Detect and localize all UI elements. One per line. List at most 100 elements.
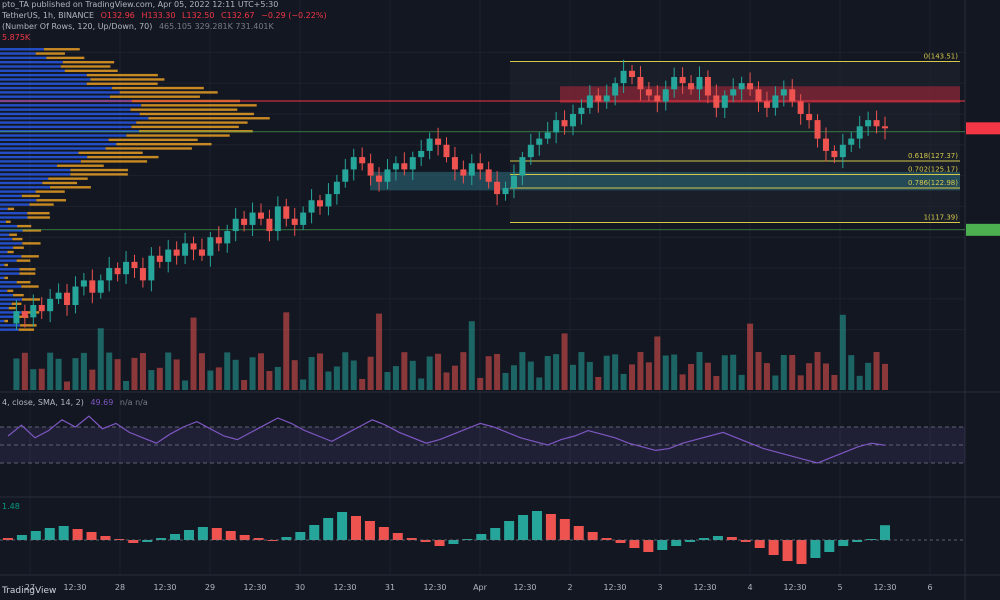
volume-bar — [865, 362, 872, 390]
volume-bar — [64, 381, 71, 390]
candle-body — [190, 243, 197, 250]
volume-bar — [738, 374, 745, 390]
support-zone — [370, 171, 960, 191]
candle-body — [662, 89, 669, 102]
volume-bar — [165, 352, 172, 390]
profile-bar-down — [21, 255, 39, 258]
volume-bar — [38, 368, 45, 390]
volume-label: 5.875K — [2, 33, 31, 42]
profile-bar-down — [131, 125, 239, 129]
candle-body — [839, 144, 846, 158]
profile-bar-down — [90, 78, 165, 81]
osc-bar — [100, 536, 111, 540]
profile-bar-down — [21, 298, 40, 301]
rsi-band — [0, 427, 965, 463]
volume-bar — [586, 361, 593, 390]
volume-bar — [123, 380, 130, 390]
candle-body — [367, 163, 374, 176]
vrvp-values: 465.105 329.281K 731.401K — [158, 22, 274, 31]
volume-bar — [544, 355, 551, 390]
profile-bar-up — [0, 95, 110, 98]
candle-body — [139, 268, 146, 281]
profile-bar-down — [9, 233, 17, 236]
x-tick-label: 30 — [295, 583, 305, 592]
profile-bar-down — [4, 276, 8, 280]
support-price-tag — [966, 223, 1000, 236]
volume-bar — [612, 354, 619, 390]
candle-body — [671, 76, 678, 90]
profile-bar-down — [36, 199, 66, 202]
profile-bar-up — [0, 168, 71, 172]
candle-body — [797, 101, 804, 114]
candle-body — [257, 212, 264, 219]
x-tick-label: 12:30 — [783, 583, 806, 592]
rsi-settings: 4, close, SMA, 14, 2) — [2, 398, 84, 407]
volume-bar — [182, 380, 189, 390]
x-tick-label: 12:30 — [873, 583, 896, 592]
profile-bar-down — [13, 246, 24, 249]
profile-bar-down — [139, 112, 254, 116]
volume-bar — [468, 321, 475, 390]
volume-bar — [291, 360, 298, 390]
profile-bar-up — [0, 250, 8, 254]
profile-bar-up — [0, 117, 149, 120]
profile-bar-up — [0, 272, 20, 275]
volume-bar — [80, 352, 87, 390]
candle-body — [283, 206, 290, 219]
osc-bar — [239, 535, 250, 540]
fib-label: 0.786(122.98) — [908, 179, 958, 187]
profile-bar-up — [0, 315, 16, 318]
osc-bar — [142, 540, 153, 542]
candle-body — [747, 83, 754, 90]
osc-bar — [3, 538, 13, 540]
profile-bar-up — [0, 48, 44, 51]
profile-bar-down — [22, 229, 42, 232]
x-tick-label: 6 — [927, 583, 932, 592]
x-tick-label: 12:30 — [603, 583, 626, 592]
osc-bar — [351, 516, 362, 540]
candle-body — [738, 83, 745, 90]
profile-bar-up — [0, 186, 50, 189]
profile-bar-up — [0, 298, 22, 301]
osc-bar — [281, 537, 292, 540]
volume-bar — [780, 355, 787, 390]
profile-bar-up — [0, 121, 137, 124]
profile-bar-down — [87, 155, 159, 159]
candle-body — [586, 95, 593, 108]
profile-bar-up — [0, 224, 18, 228]
candle-body — [308, 200, 315, 213]
profile-bar-down — [46, 56, 85, 60]
volume-bar — [671, 354, 678, 390]
symbol-text: TetherUS, 1h, BINANCE — [2, 11, 95, 20]
x-tick-label: 4 — [747, 583, 752, 592]
profile-bar-up — [0, 52, 36, 55]
profile-bar-down — [78, 151, 143, 154]
candle-body — [207, 237, 214, 256]
osc-bar — [796, 540, 807, 564]
profile-bar-up — [0, 246, 14, 249]
profile-bar-down — [119, 91, 218, 94]
profile-bar-down — [108, 138, 198, 142]
publisher-text: pto_TA published on TradingView.com, Apr… — [2, 0, 279, 9]
profile-bar-down — [70, 173, 128, 176]
profile-bar-down — [70, 168, 129, 172]
volume-bar — [654, 336, 661, 390]
rsi-legend: 4, close, SMA, 14, 2) 49.69 n/a n/a — [2, 398, 152, 407]
profile-bar-down — [17, 224, 32, 228]
profile-bar-down — [112, 86, 204, 90]
volume-bar — [713, 375, 720, 390]
profile-bar-up — [0, 233, 10, 236]
x-tick-label: 12:30 — [423, 583, 446, 592]
volume-bar — [797, 375, 804, 390]
osc-bar — [740, 540, 751, 542]
candle-body — [325, 194, 332, 207]
candle-body — [64, 292, 71, 306]
x-tick-label: 12:30 — [63, 583, 86, 592]
x-tick-label: 27 — [25, 583, 35, 592]
candle-body — [72, 286, 79, 306]
tradingview-logo: TradingView — [2, 586, 57, 596]
candle-body — [266, 218, 273, 232]
osc-bar — [838, 540, 849, 546]
volume-bar — [536, 377, 543, 390]
